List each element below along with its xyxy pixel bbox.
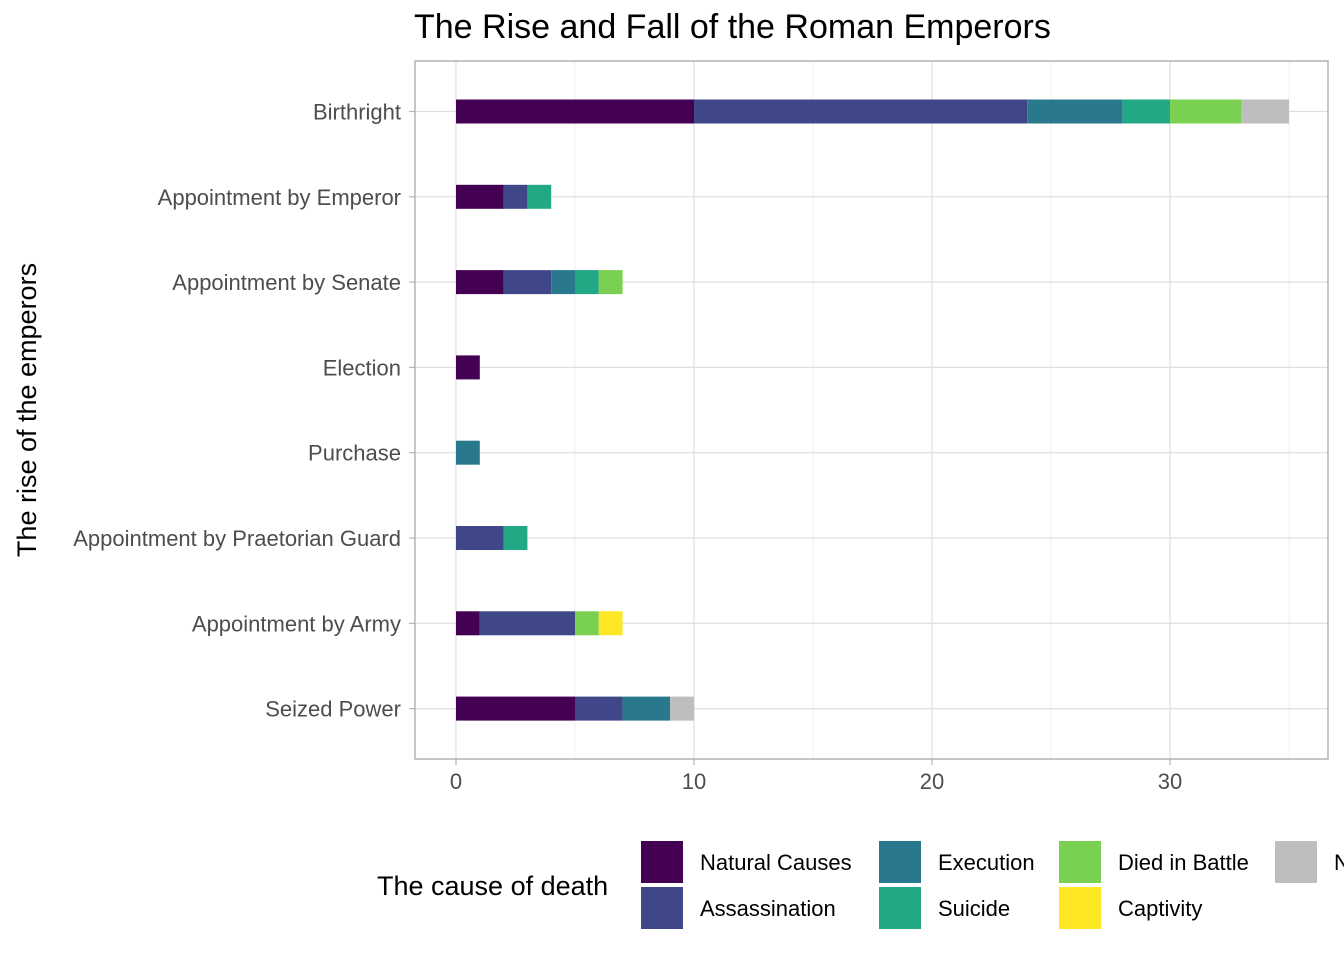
legend-key-died-in-battle [1059,841,1101,883]
bar-appointment-by-praetorian-guard-assassination [456,526,504,550]
legend-label: Captivity [1118,896,1202,921]
y-axis-label: The rise of the emperors [12,263,42,557]
bar-birthright-suicide [1122,99,1170,124]
bar-appointment-by-senate-died-in-battle [598,270,623,295]
bar-appointment-by-army-captivity [598,611,623,636]
bar-seized-power-natural-causes [456,696,575,721]
bar-purchase-execution [456,440,480,465]
y-tick-label: Purchase [308,441,401,466]
bar-appointment-by-emperor-natural-causes [456,184,504,209]
bar-appointment-by-army-died-in-battle [575,611,599,636]
bar-appointment-by-praetorian-guard-suicide [503,526,528,550]
legend-label: Suicide [938,896,1010,921]
x-tick-label: 30 [1158,769,1182,794]
bar-seized-power-n [670,696,694,721]
x-tick-label: 0 [450,769,462,794]
x-tick-label: 10 [682,769,706,794]
bar-appointment-by-senate-assassination [503,270,552,295]
y-tick-label: Appointment by Army [192,611,401,636]
x-tick-label: 20 [920,769,944,794]
bar-birthright-n [1241,99,1289,124]
chart-title: The Rise and Fall of the Roman Emperors [414,8,1051,46]
legend-key-n [1275,841,1317,883]
bar-appointment-by-army-natural-causes [456,611,480,636]
legend-item-natural-causes: Natural Causes [641,841,852,883]
bar-appointment-by-army-assassination [479,611,575,636]
legend-item-suicide: Suicide [879,887,1010,929]
bar-birthright-natural-causes [456,99,694,124]
y-tick-label: Appointment by Praetorian Guard [73,526,401,551]
legend-item-assassination: Assassination [641,887,836,929]
grid [415,61,1328,759]
legend-label: Execution [938,850,1035,875]
legend-label: Died in Battle [1118,850,1249,875]
bar-appointment-by-emperor-suicide [527,184,552,209]
y-tick-label: Appointment by Senate [172,270,401,295]
y-axis: Birthright Appointment by Emperor Appointm… [73,100,415,722]
y-tick-label: Birthright [313,100,401,125]
bar-birthright-execution [1027,99,1123,124]
plot-panel [414,60,1329,760]
bar-seized-power-assassination [575,696,623,721]
bar-seized-power-execution [622,696,671,721]
bar-appointment-by-emperor-assassination [503,184,528,209]
legend-item-n: N [1275,841,1344,883]
legend-key-execution [879,841,921,883]
bar-appointment-by-senate-suicide [575,270,599,295]
bar-birthright-assassination [694,99,1028,124]
y-tick-label: Appointment by Emperor [158,185,401,210]
bar-appointment-by-senate-natural-causes [456,270,504,295]
legend-label: Natural Causes [700,850,852,875]
y-tick-label: Election [323,355,401,380]
legend-label: Assassination [700,896,836,921]
legend-title: The cause of death [377,871,608,901]
y-tick-label: Seized Power [265,697,401,722]
bar-birthright-died-in-battle [1170,99,1242,124]
legend: The cause of death Natural Causes Assassi… [377,841,1344,929]
legend-key-captivity [1059,887,1101,929]
bars [456,99,1289,721]
legend-key-natural-causes [641,841,683,883]
legend-key-suicide [879,887,921,929]
legend-item-execution: Execution [879,841,1035,883]
bar-election-natural-causes [456,355,480,380]
legend-label: N [1334,850,1344,875]
legend-item-died-in-battle: Died in Battle [1059,841,1249,883]
x-axis: 0 10 20 30 [450,759,1182,794]
legend-item-captivity: Captivity [1059,887,1202,929]
legend-key-assassination [641,887,683,929]
bar-appointment-by-senate-execution [551,270,575,295]
